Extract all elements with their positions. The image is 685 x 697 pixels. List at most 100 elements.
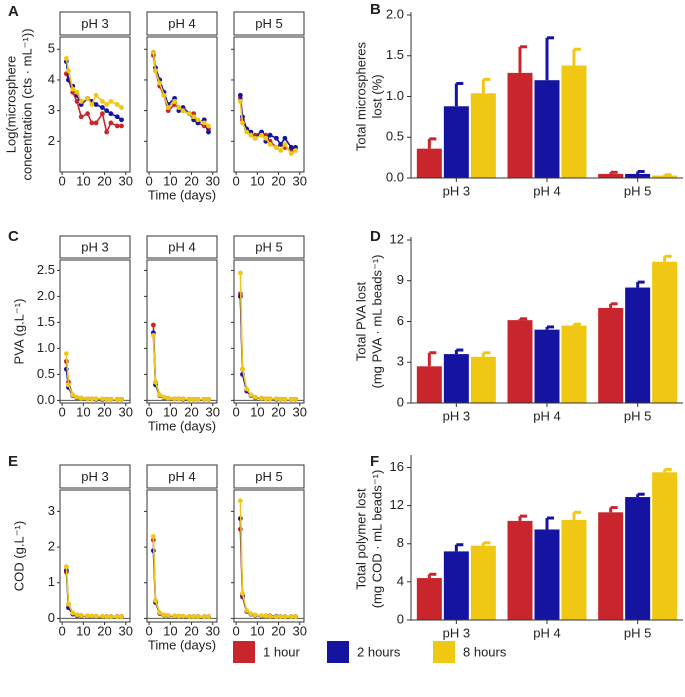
x-tick-label: 20 bbox=[97, 404, 111, 419]
series-point bbox=[89, 102, 95, 107]
series-point bbox=[201, 396, 207, 402]
y-tick-label: 0 bbox=[48, 610, 55, 625]
series-point bbox=[85, 396, 90, 402]
series-point bbox=[259, 132, 264, 138]
bar bbox=[598, 173, 624, 178]
series-point bbox=[104, 396, 110, 402]
series-point bbox=[93, 102, 99, 107]
legend-swatch bbox=[433, 641, 455, 663]
legend-label: 8 hours bbox=[463, 644, 507, 659]
series-point bbox=[153, 68, 158, 74]
bar bbox=[561, 519, 587, 620]
x-tick-label: 0 bbox=[146, 404, 153, 419]
series-point bbox=[108, 111, 114, 117]
series-point bbox=[172, 99, 177, 104]
x-tick-label: 10 bbox=[163, 173, 177, 188]
series-point bbox=[114, 114, 120, 120]
y-tick-label: 0 bbox=[397, 611, 404, 626]
bar bbox=[443, 354, 469, 403]
series-point bbox=[259, 613, 264, 618]
series-point bbox=[85, 613, 90, 619]
bar bbox=[443, 551, 469, 620]
bar bbox=[652, 175, 678, 178]
bar bbox=[625, 173, 651, 178]
series-point bbox=[201, 614, 207, 620]
series-point bbox=[195, 117, 201, 123]
bar bbox=[598, 307, 624, 403]
y-tick-label: 0.0 bbox=[37, 392, 55, 407]
series-point bbox=[206, 123, 211, 129]
x-tick-label: pH 4 bbox=[533, 408, 560, 423]
series-point bbox=[70, 392, 76, 398]
y-axis-label: lost (%) bbox=[369, 74, 384, 118]
y-tick-label: 0.0 bbox=[386, 169, 404, 184]
series-point bbox=[104, 129, 110, 135]
series-point bbox=[161, 394, 167, 400]
y-tick-label: 3 bbox=[48, 503, 55, 518]
x-tick-label: 0 bbox=[233, 623, 240, 638]
y-tick-label: 0.5 bbox=[37, 366, 55, 381]
y-tick-label: 4 bbox=[397, 573, 404, 588]
x-tick-label: 10 bbox=[76, 623, 90, 638]
x-axis-label: Time (days) bbox=[148, 187, 216, 202]
facet-panel bbox=[233, 259, 305, 404]
x-tick-label: 30 bbox=[206, 623, 220, 638]
x-tick-label: 0 bbox=[59, 623, 66, 638]
series-point bbox=[114, 102, 120, 107]
bar bbox=[534, 80, 560, 178]
facet-panel bbox=[146, 259, 218, 404]
series-point bbox=[293, 396, 298, 402]
bar bbox=[625, 497, 651, 620]
x-tick-label: 30 bbox=[293, 404, 307, 419]
y-axis-label: concentration (cts · mL⁻¹)) bbox=[19, 28, 34, 180]
series-point bbox=[288, 614, 294, 620]
bar bbox=[470, 93, 496, 178]
panel-label: B bbox=[370, 1, 381, 18]
series-point bbox=[187, 111, 192, 117]
facet-title: pH 4 bbox=[168, 239, 195, 254]
bar bbox=[470, 545, 496, 620]
series-point bbox=[108, 120, 114, 126]
series-point bbox=[74, 394, 80, 400]
series-point bbox=[74, 89, 80, 95]
y-tick-label: 16 bbox=[390, 459, 404, 474]
legend-label: 1 hour bbox=[263, 644, 301, 659]
series-point bbox=[263, 613, 269, 619]
x-tick-label: 0 bbox=[233, 173, 240, 188]
panel-label: E bbox=[8, 453, 18, 470]
x-tick-label: 30 bbox=[119, 623, 133, 638]
y-axis-label: Total polymer lost bbox=[353, 488, 368, 590]
series-point bbox=[66, 601, 71, 607]
x-tick-label: 30 bbox=[293, 173, 307, 188]
series-point bbox=[267, 132, 273, 138]
x-tick-label: 20 bbox=[184, 173, 198, 188]
facet-strip bbox=[233, 464, 305, 489]
y-tick-label: 9 bbox=[397, 272, 404, 287]
series-point bbox=[93, 120, 99, 126]
series-point bbox=[248, 392, 254, 398]
series-point bbox=[63, 564, 69, 570]
series-point bbox=[176, 105, 182, 110]
y-tick-label: 12 bbox=[390, 231, 404, 246]
series-point bbox=[180, 108, 186, 114]
series-point bbox=[78, 114, 84, 120]
series-point bbox=[63, 351, 69, 356]
x-tick-label: 30 bbox=[119, 173, 133, 188]
facet-title: pH 3 bbox=[81, 16, 108, 31]
series-point bbox=[252, 612, 258, 618]
y-axis-label: (mg COD · mL beads⁻¹) bbox=[369, 470, 384, 609]
series-point bbox=[119, 105, 124, 110]
series-point bbox=[119, 396, 124, 402]
bar bbox=[416, 148, 442, 178]
series-point bbox=[187, 614, 192, 620]
x-axis-label: Time (days) bbox=[148, 418, 216, 433]
bar bbox=[470, 356, 496, 403]
bar bbox=[507, 520, 533, 620]
series-point bbox=[252, 394, 258, 400]
x-tick-label: pH 5 bbox=[624, 183, 651, 198]
series-point bbox=[244, 386, 250, 392]
y-tick-label: 12 bbox=[390, 497, 404, 512]
series-point bbox=[191, 114, 197, 120]
bar bbox=[416, 578, 442, 620]
